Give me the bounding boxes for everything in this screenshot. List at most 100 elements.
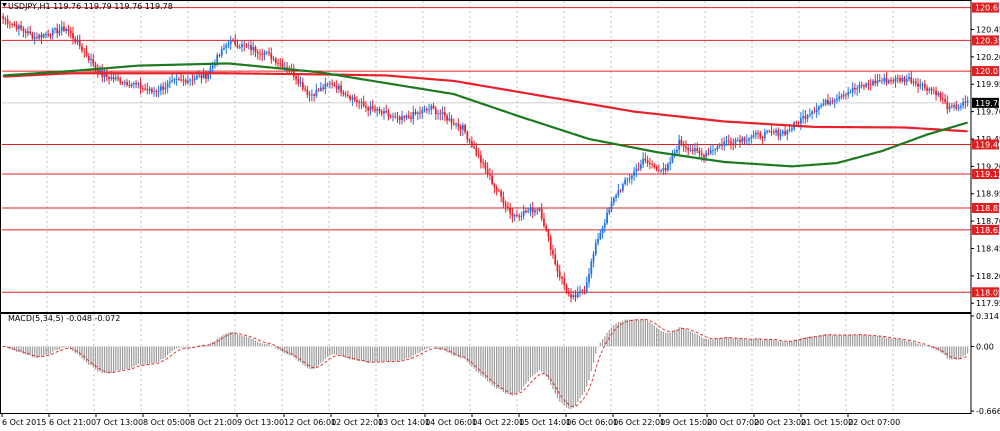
time-tick-label: 13 Oct 14:00 xyxy=(378,418,430,427)
macd-bar xyxy=(960,346,962,359)
macd-bar xyxy=(85,346,88,363)
macd-bar xyxy=(259,342,261,347)
bull-candle xyxy=(164,87,167,90)
bull-candle xyxy=(513,214,516,217)
macd-bar xyxy=(840,335,843,347)
bull-candle xyxy=(376,108,379,111)
macd-bar xyxy=(272,346,275,347)
bear-candle xyxy=(254,46,257,52)
bull-candle xyxy=(639,164,642,169)
macd-bar xyxy=(466,346,468,363)
macd-bar xyxy=(541,346,543,372)
bull-candle xyxy=(592,254,595,262)
bull-candle xyxy=(430,105,433,110)
bear-candle xyxy=(353,97,356,100)
macd-bar xyxy=(746,339,748,347)
bull-candle xyxy=(265,51,268,53)
time-tick-label: 19 Oct 15:00 xyxy=(660,418,712,427)
bear-candle xyxy=(540,208,543,219)
bear-candle xyxy=(191,79,194,81)
bear-candle xyxy=(443,112,446,116)
bear-candle xyxy=(234,40,237,46)
macd-bar xyxy=(912,342,915,347)
bull-candle xyxy=(671,154,674,163)
bear-candle xyxy=(784,131,786,135)
bull-candle xyxy=(588,274,590,283)
bear-candle xyxy=(297,79,300,84)
bull-candle xyxy=(455,123,457,125)
bull-candle xyxy=(522,210,525,216)
bull-candle xyxy=(748,138,750,141)
macd-bar xyxy=(70,346,72,349)
bear-candle xyxy=(950,106,953,108)
bull-candle xyxy=(283,67,286,69)
macd-bar xyxy=(919,344,921,347)
macd-bar xyxy=(290,346,293,356)
macd-bar xyxy=(870,335,872,347)
macd-bar xyxy=(615,323,617,347)
macd-bar xyxy=(232,331,234,347)
bull-candle xyxy=(667,164,669,171)
bear-candle xyxy=(698,150,701,154)
bear-candle xyxy=(732,143,735,145)
macd-bar xyxy=(338,346,340,355)
macd-bar xyxy=(428,346,430,349)
macd-bar xyxy=(194,346,196,348)
bear-candle xyxy=(768,130,771,132)
macd-bar xyxy=(897,338,899,347)
macd-bar xyxy=(13,346,15,351)
bear-candle xyxy=(935,90,937,96)
level-badge-label: 120.35 xyxy=(975,36,1000,45)
bull-candle xyxy=(223,47,225,50)
bear-candle xyxy=(56,28,59,34)
bull-candle xyxy=(806,115,809,119)
bull-candle xyxy=(157,90,160,92)
macd-bar xyxy=(439,346,441,350)
macd-bar xyxy=(196,345,198,347)
bear-candle xyxy=(682,144,685,147)
macd-bar xyxy=(658,329,660,347)
macd-bar xyxy=(187,346,189,348)
bull-candle xyxy=(628,178,631,180)
macd-bar xyxy=(257,341,259,347)
macd-bar xyxy=(743,339,746,347)
bear-candle xyxy=(827,99,829,105)
macd-bar xyxy=(721,338,723,347)
bear-candle xyxy=(162,86,165,90)
bear-candle xyxy=(236,45,239,48)
macd-bar xyxy=(734,338,737,347)
bull-candle xyxy=(788,130,791,131)
macd-bar xyxy=(527,346,529,381)
bear-candle xyxy=(349,95,352,100)
macd-bar xyxy=(865,335,867,347)
time-tick-label: 16 Oct 06:00 xyxy=(566,418,618,427)
bull-candle xyxy=(310,94,313,96)
macd-bar xyxy=(667,332,669,347)
bull-candle xyxy=(817,106,820,110)
macd-bar xyxy=(951,346,953,360)
bear-candle xyxy=(340,85,343,93)
macd-bar xyxy=(426,346,428,349)
level-badge-label: 120.07 xyxy=(975,67,1000,76)
bear-candle xyxy=(495,187,498,191)
macd-bar xyxy=(827,334,829,347)
macd-bar xyxy=(444,346,446,351)
bull-candle xyxy=(45,34,47,35)
macd-bar xyxy=(561,346,563,404)
macd-bar xyxy=(685,328,687,347)
macd-bar xyxy=(81,346,83,359)
macd-bar xyxy=(311,346,313,370)
bear-candle xyxy=(797,122,800,124)
bear-candle xyxy=(419,112,421,114)
macd-bar xyxy=(928,346,930,348)
macd-bar xyxy=(917,344,919,347)
macd-bar xyxy=(236,334,239,347)
macd-bar xyxy=(496,346,498,389)
macd-bar xyxy=(106,346,108,374)
macd-bar xyxy=(74,346,76,354)
bear-candle xyxy=(651,163,654,165)
chevron-down-icon[interactable] xyxy=(2,3,7,7)
macd-bar xyxy=(345,346,347,358)
bull-candle xyxy=(966,100,969,103)
